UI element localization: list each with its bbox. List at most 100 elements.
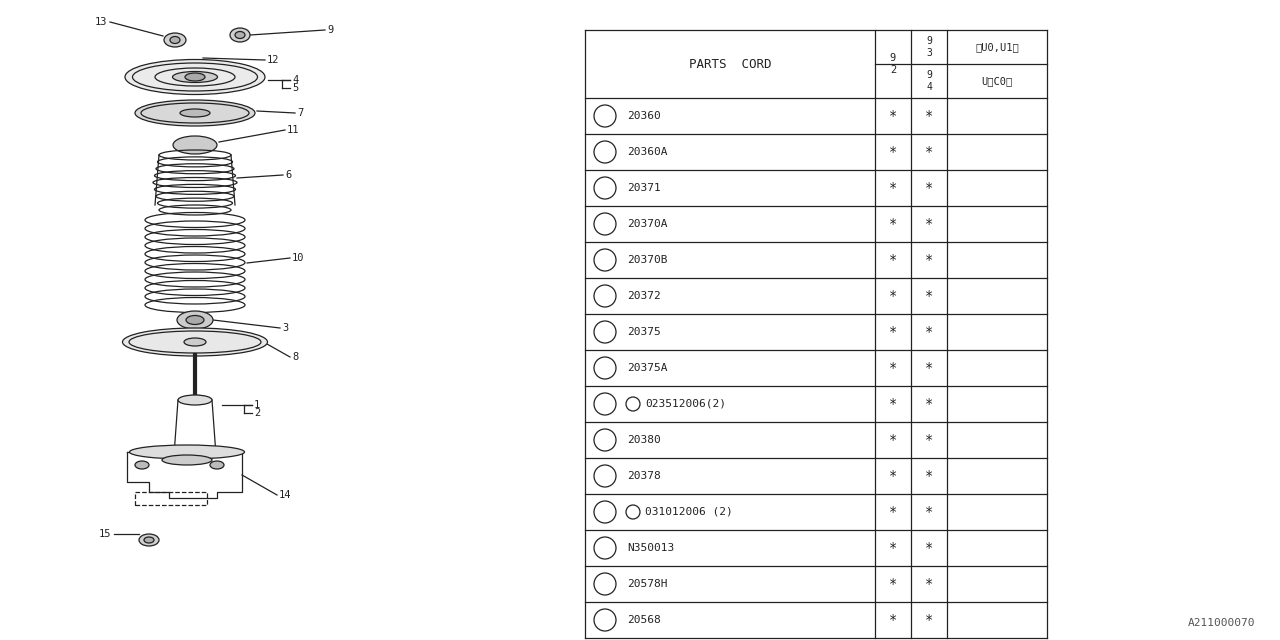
Text: *: *	[925, 541, 933, 555]
Text: *: *	[888, 469, 897, 483]
Text: 4: 4	[603, 220, 608, 228]
Ellipse shape	[174, 450, 216, 460]
Ellipse shape	[236, 31, 244, 38]
Text: 20568: 20568	[627, 615, 660, 625]
Text: 10: 10	[599, 435, 611, 445]
Text: PARTS  CORD: PARTS CORD	[689, 58, 772, 70]
Text: 20370B: 20370B	[627, 255, 667, 265]
Text: *: *	[888, 397, 897, 411]
Text: 13: 13	[599, 543, 611, 552]
Text: *: *	[888, 433, 897, 447]
Text: *: *	[925, 361, 933, 375]
Ellipse shape	[173, 136, 218, 154]
Text: *: *	[925, 253, 933, 267]
Text: 9: 9	[326, 25, 333, 35]
Text: *: *	[925, 325, 933, 339]
Text: *: *	[888, 217, 897, 231]
Ellipse shape	[140, 534, 159, 546]
Text: 5: 5	[292, 83, 298, 93]
Text: 7: 7	[297, 108, 303, 118]
Text: U〈C0〉: U〈C0〉	[982, 76, 1012, 86]
Text: 023512006(2): 023512006(2)	[645, 399, 726, 409]
Ellipse shape	[186, 316, 204, 324]
Text: 5: 5	[603, 255, 608, 264]
Text: 8: 8	[603, 364, 608, 372]
Text: 031012006 (2): 031012006 (2)	[645, 507, 732, 517]
Text: 20371: 20371	[627, 183, 660, 193]
Text: 14: 14	[279, 490, 292, 500]
Text: 15: 15	[99, 529, 111, 539]
Text: 20360: 20360	[627, 111, 660, 121]
Text: 9
4: 9 4	[925, 70, 932, 92]
Text: 20375A: 20375A	[627, 363, 667, 373]
Ellipse shape	[210, 461, 224, 469]
Ellipse shape	[178, 395, 212, 405]
Text: 2: 2	[253, 408, 260, 418]
Text: 13: 13	[95, 17, 108, 27]
Text: 4: 4	[292, 75, 298, 85]
Circle shape	[594, 141, 616, 163]
Ellipse shape	[230, 28, 250, 42]
Ellipse shape	[134, 100, 255, 126]
Ellipse shape	[134, 461, 148, 469]
Text: *: *	[888, 613, 897, 627]
Text: *: *	[925, 613, 933, 627]
Text: *: *	[888, 325, 897, 339]
Text: 6: 6	[285, 170, 292, 180]
Ellipse shape	[125, 60, 265, 95]
Ellipse shape	[170, 36, 180, 44]
Text: *: *	[925, 577, 933, 591]
Ellipse shape	[163, 455, 212, 465]
Text: *: *	[888, 109, 897, 123]
Circle shape	[594, 429, 616, 451]
Text: 1: 1	[603, 111, 608, 120]
Ellipse shape	[123, 328, 268, 356]
Text: *: *	[888, 289, 897, 303]
Text: 6: 6	[603, 291, 608, 301]
Circle shape	[594, 501, 616, 523]
Text: *: *	[925, 109, 933, 123]
Text: *: *	[925, 505, 933, 519]
Text: 14: 14	[599, 579, 611, 589]
Ellipse shape	[180, 109, 210, 117]
Text: N: N	[631, 399, 635, 408]
Text: 1: 1	[253, 400, 260, 410]
Text: 10: 10	[292, 253, 305, 263]
Ellipse shape	[186, 73, 205, 81]
Text: A211000070: A211000070	[1188, 618, 1254, 628]
Text: 11: 11	[287, 125, 300, 135]
Text: 9
2: 9 2	[890, 53, 896, 75]
Circle shape	[594, 321, 616, 343]
Circle shape	[594, 213, 616, 235]
Text: 3: 3	[603, 184, 608, 193]
Text: 20380: 20380	[627, 435, 660, 445]
Text: 〈U0,U1〉: 〈U0,U1〉	[975, 42, 1019, 52]
Text: *: *	[888, 577, 897, 591]
Text: 12: 12	[268, 55, 279, 65]
Circle shape	[594, 357, 616, 379]
Text: 20360A: 20360A	[627, 147, 667, 157]
Text: 3: 3	[282, 323, 288, 333]
Text: 9: 9	[603, 399, 608, 408]
Text: *: *	[925, 145, 933, 159]
Circle shape	[594, 285, 616, 307]
Text: 20378: 20378	[627, 471, 660, 481]
Ellipse shape	[164, 33, 186, 47]
Circle shape	[594, 177, 616, 199]
Text: *: *	[888, 145, 897, 159]
Text: *: *	[888, 181, 897, 195]
Ellipse shape	[173, 72, 218, 83]
Circle shape	[626, 505, 640, 519]
Ellipse shape	[129, 445, 244, 459]
Text: *: *	[925, 469, 933, 483]
Ellipse shape	[177, 311, 212, 329]
Text: *: *	[925, 397, 933, 411]
Circle shape	[594, 573, 616, 595]
Text: 20375: 20375	[627, 327, 660, 337]
Text: 7: 7	[603, 328, 608, 337]
Text: *: *	[888, 541, 897, 555]
Text: 20578H: 20578H	[627, 579, 667, 589]
Text: 20370A: 20370A	[627, 219, 667, 229]
Text: *: *	[925, 217, 933, 231]
Text: *: *	[888, 505, 897, 519]
